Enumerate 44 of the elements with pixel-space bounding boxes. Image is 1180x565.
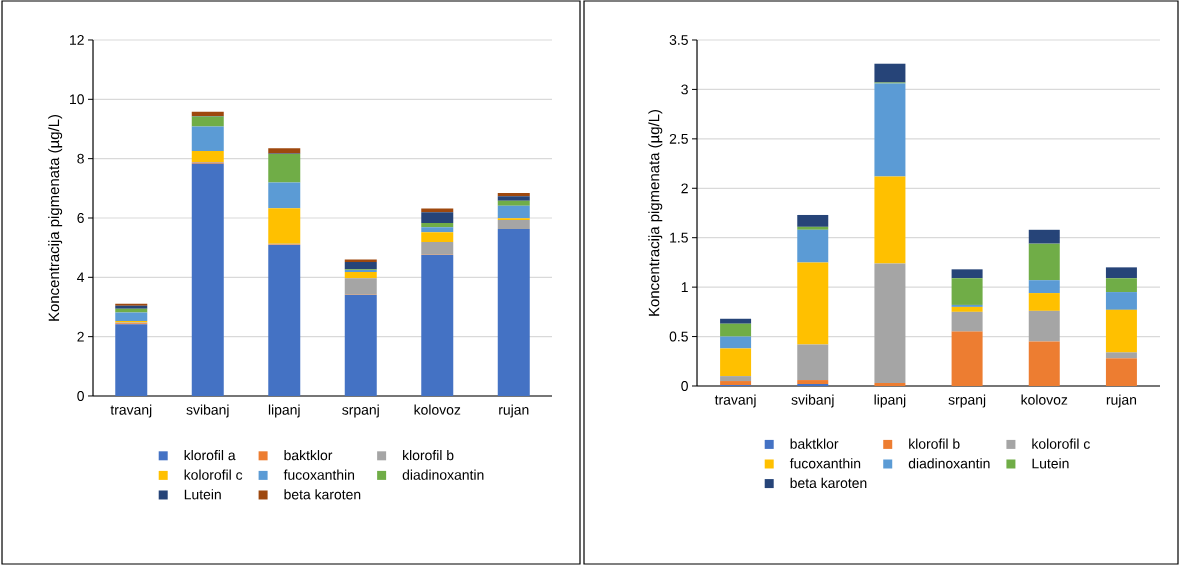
legend-label: kolorofil c — [184, 469, 243, 480]
y-tick-label: 6 — [77, 213, 84, 223]
y-tick-label: 10 — [70, 94, 84, 105]
y-axis-title: Koncentracija pigmenata (µg/L) — [648, 109, 663, 316]
legend-label: beta karoten — [284, 489, 361, 500]
y-axis-title: Koncentracija pigmenata (µg/L) — [48, 114, 63, 321]
legend-label: diadinoxantin — [908, 458, 990, 469]
y-tick-label: 0 — [77, 391, 84, 401]
y-tick-label: 2.5 — [669, 133, 688, 144]
x-tick-label: travanj — [714, 394, 756, 408]
legend-label: baktklor — [790, 438, 839, 449]
y-tick-label: 1 — [681, 282, 688, 292]
y-tick-label: 0.5 — [669, 331, 688, 342]
x-tick-label: svibanj — [186, 404, 229, 418]
legend-label: Lutein — [184, 489, 221, 500]
x-tick-label: kolovoz — [414, 404, 461, 415]
legend-label: klorofil b — [403, 450, 454, 461]
x-tick-label: lipanj — [874, 394, 906, 408]
x-tick-label: srpanj — [948, 394, 986, 408]
legend-label: diadinoxantin — [402, 469, 484, 480]
x-tick-label: rujan — [499, 404, 529, 418]
x-tick-label: kolovoz — [1021, 394, 1068, 405]
legend-label: klorofil b — [909, 438, 960, 449]
y-tick-label: 0 — [681, 381, 688, 391]
legend-label: fucoxanthin — [283, 469, 355, 480]
legend-label: beta karoten — [790, 477, 867, 489]
legend-label: fucoxanthin — [789, 458, 861, 469]
legend-label: Lutein — [1032, 458, 1069, 469]
x-tick-label: rujan — [1106, 394, 1137, 408]
y-tick-label: 8 — [77, 153, 84, 164]
legend-label: baktklor — [284, 450, 333, 461]
y-tick-label: 2 — [77, 331, 84, 342]
y-tick-label: 4 — [77, 272, 85, 283]
y-tick-label: 3 — [681, 84, 688, 95]
legend-label: kolorofil c — [1032, 438, 1090, 449]
y-tick-label: 12 — [70, 35, 84, 45]
x-tick-label: srpanj — [342, 404, 379, 418]
legend-label: klorofil a — [184, 450, 236, 461]
y-tick-label: 1.5 — [670, 232, 688, 243]
y-tick-label: 2 — [681, 183, 688, 194]
x-tick-label: travanj — [110, 404, 152, 418]
y-tick-label: 3.5 — [669, 35, 688, 45]
x-tick-label: svibanj — [791, 394, 834, 408]
x-tick-label: lipanj — [268, 404, 300, 418]
